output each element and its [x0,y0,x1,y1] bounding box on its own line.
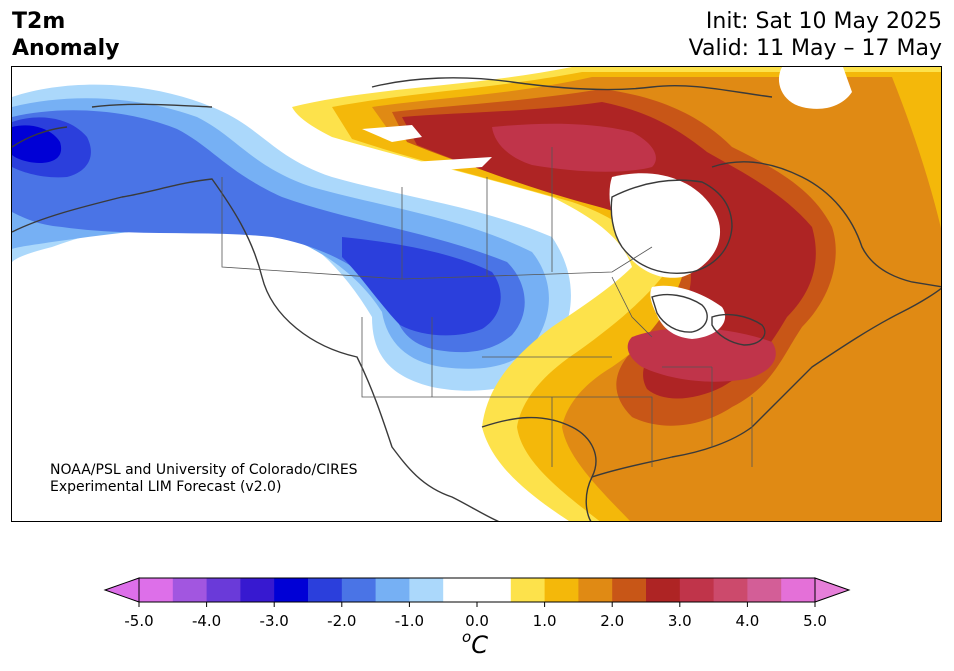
colorbar-cell [646,578,681,602]
unit-base: C [471,631,488,659]
map-title: T2m Anomaly [12,8,119,62]
colorbar-tick-label: -3.0 [260,612,289,630]
colorbar-cell [139,578,174,602]
colorbar-tick-label: 4.0 [735,612,759,630]
colorbar-cell [341,578,377,602]
colorbar-tick-label: -2.0 [327,612,356,630]
colorbar-cell [240,578,275,602]
colorbar-tick-label: 1.0 [533,612,557,630]
colorbar-outline [138,577,816,603]
colorbar-cell [308,578,343,602]
colorbar-tick-label: 3.0 [668,612,692,630]
init-time: Init: Sat 10 May 2025 [705,9,942,34]
cold-anomaly-region [12,84,571,391]
colorbar-tick-label: -4.0 [192,612,221,630]
colorbar-cells [139,578,816,602]
colorbar-tick-label: -1.0 [395,612,424,630]
water-and-ice-patches [362,67,852,339]
colorbar-cell [578,578,613,602]
colorbar-under-arrow [103,577,140,603]
colorbar-cell [443,578,478,602]
colorbar-unit-label: oC [462,628,488,659]
run-info: Init: Sat 10 May 2025 Valid: 11 May – 17… [689,8,942,62]
colorbar-cell [510,578,546,602]
title-line-2: Anomaly [12,36,120,61]
credit-text: NOAA/PSL and University of Colorado/CIRE… [50,462,358,496]
political-borders [221,147,753,467]
coastlines [12,77,941,521]
colorbar-cell [172,578,208,602]
credit-line-1: NOAA/PSL and University of Colorado/CIRE… [50,462,358,478]
colorbar-cell [206,578,241,602]
title-line-1: T2m [12,9,66,34]
colorbar-cell [612,578,647,602]
colorbar-cell [781,578,816,602]
colorbar-cell [274,578,309,602]
colorbar-over-arrow [814,577,851,603]
credit-line-2: Experimental LIM Forecast (v2.0) [50,479,282,495]
colorbar-ticks: -5.0 -4.0 -3.0 -2.0 -1.0 0.0 1.0 2.0 3.0 4.0 5.0 [124,602,827,630]
anomaly-map: NOAA/PSL and University of Colorado/CIRE… [11,66,942,522]
unit-degree-mark: o [462,628,472,646]
colorbar-tick-label: 5.0 [803,612,827,630]
colorbar-cell [409,578,444,602]
colorbar-cell [713,578,748,602]
colorbar-cell [679,578,715,602]
colorbar-cell [747,578,782,602]
colorbar-cell [477,578,512,602]
anomaly-map-svg [12,67,941,521]
valid-period: Valid: 11 May – 17 May [688,36,942,61]
colorbar-tick-label: 2.0 [600,612,624,630]
colorbar-cell [375,578,410,602]
warm-anomaly-region [292,67,941,521]
colorbar-cell [544,578,579,602]
colorbar-tick-label: -5.0 [124,612,153,630]
